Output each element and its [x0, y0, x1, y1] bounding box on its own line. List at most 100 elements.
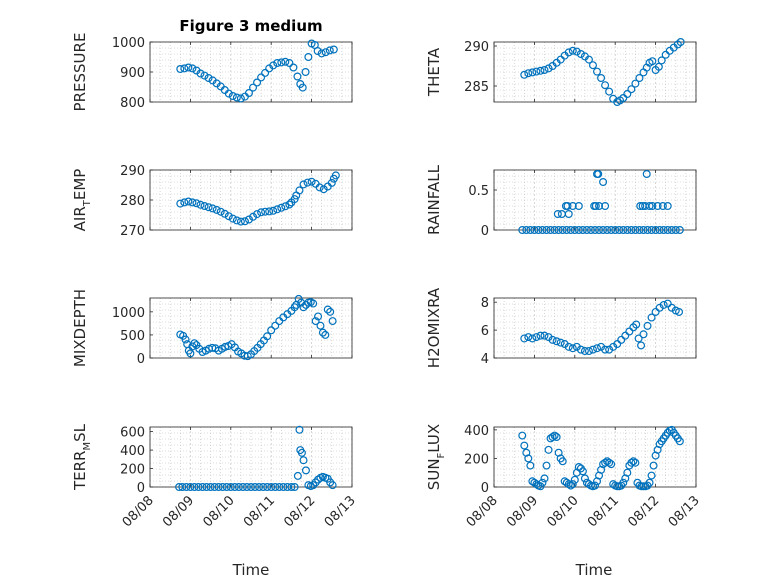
y-tick-label: 0.5: [468, 184, 489, 199]
x-tick-label: 08/10: [545, 493, 582, 530]
y-tick-label: 900: [120, 66, 145, 81]
data-point: [518, 431, 527, 440]
data-point: [568, 344, 577, 353]
data-point: [218, 483, 227, 492]
data-point: [562, 226, 571, 235]
panel-pressure: 800 900 1000 PRESSURE: [71, 33, 353, 111]
data-point: [540, 331, 549, 340]
data-point: [273, 205, 282, 214]
data-point: [546, 226, 555, 235]
data-point: [190, 339, 199, 348]
x-tick-label: 08/10: [201, 493, 238, 530]
data-point: [313, 46, 322, 55]
data-point: [601, 81, 610, 90]
data-point: [661, 50, 670, 59]
data-point: [564, 210, 573, 219]
data-point: [244, 215, 253, 224]
data-point: [647, 226, 656, 235]
data-point: [599, 226, 608, 235]
data-point: [242, 483, 251, 492]
y-tick-label: 290: [120, 164, 145, 179]
data-point: [556, 55, 565, 64]
x-tick-label: 08/12: [625, 493, 662, 530]
data-point: [321, 330, 330, 339]
y-axis-label: RAINFALL: [425, 164, 443, 235]
y-axis-label: TERRMSL: [71, 423, 93, 491]
data-point: [200, 71, 209, 80]
data-point: [188, 64, 197, 73]
data-point: [557, 210, 566, 219]
data-point: [636, 202, 645, 211]
data-point: [578, 226, 587, 235]
data-point: [216, 207, 225, 216]
panel-terr_msl: 0 200 400 600 08/08 08/09 08/10 08/11 08/12 08/13…: [71, 423, 359, 530]
data-point: [297, 448, 306, 457]
data-point: [236, 217, 245, 226]
data-point: [289, 63, 298, 72]
data-point: [607, 460, 616, 469]
data-point: [522, 226, 531, 235]
data-point: [293, 72, 302, 81]
data-point: [651, 226, 660, 235]
data-point: [572, 47, 581, 56]
data-point: [540, 474, 549, 483]
data-point: [176, 199, 185, 208]
y-tick-label: 0: [481, 481, 489, 496]
data-point: [301, 67, 310, 76]
data-point: [570, 475, 579, 484]
data-point: [538, 226, 547, 235]
data-point: [576, 345, 585, 354]
data-point: [249, 212, 258, 221]
x-tick-label: 08/13: [322, 493, 359, 530]
data-point: [621, 331, 630, 340]
y-axis-label: THETA: [425, 47, 443, 97]
data-point: [631, 458, 640, 467]
data-point: [530, 226, 539, 235]
axes-box: [493, 426, 697, 488]
data-point: [659, 300, 668, 309]
data-point: [676, 37, 685, 46]
y-axis-label-tail: EMP: [71, 169, 89, 200]
data-point: [279, 483, 288, 492]
data-point: [617, 335, 626, 344]
data-point: [290, 195, 299, 204]
data-point: [190, 483, 199, 492]
data-point: [574, 226, 583, 235]
data-point: [184, 197, 193, 206]
x-tick-label: 08/09: [160, 493, 197, 530]
y-tick-label: 285: [464, 80, 489, 95]
data-point: [273, 58, 282, 67]
data-point: [192, 199, 201, 208]
data-point: [540, 65, 549, 74]
data-point: [542, 461, 551, 470]
data-point: [240, 217, 249, 226]
data-point: [553, 210, 562, 219]
data-point: [200, 202, 209, 211]
data-point: [277, 58, 286, 67]
data-point: [295, 186, 304, 195]
data-point: [518, 226, 527, 235]
y-tick-label: 280: [120, 194, 145, 209]
data-point: [281, 57, 290, 66]
data-point: [230, 483, 239, 492]
y-axis-label-main: RAINFALL: [425, 164, 443, 235]
data-point: [325, 46, 334, 55]
data-point: [578, 467, 587, 476]
y-tick-label: 0: [481, 224, 489, 239]
y-tick-label: 400: [464, 424, 489, 439]
data-point: [304, 52, 313, 61]
data-point: [564, 480, 573, 489]
data-point: [186, 483, 195, 492]
data-point: [180, 198, 189, 207]
data-point: [319, 185, 328, 194]
data-point: [563, 202, 572, 211]
y-tick-label: 270: [120, 224, 145, 239]
data-point: [259, 483, 268, 492]
panel-h2omixra: 4 6 8 H2OMIXRA: [425, 287, 697, 368]
data-point: [303, 178, 312, 187]
y-tick-label: 8: [481, 296, 489, 311]
data-point: [265, 207, 274, 216]
data-point: [653, 202, 662, 211]
data-point: [667, 226, 676, 235]
data-point: [634, 334, 643, 343]
